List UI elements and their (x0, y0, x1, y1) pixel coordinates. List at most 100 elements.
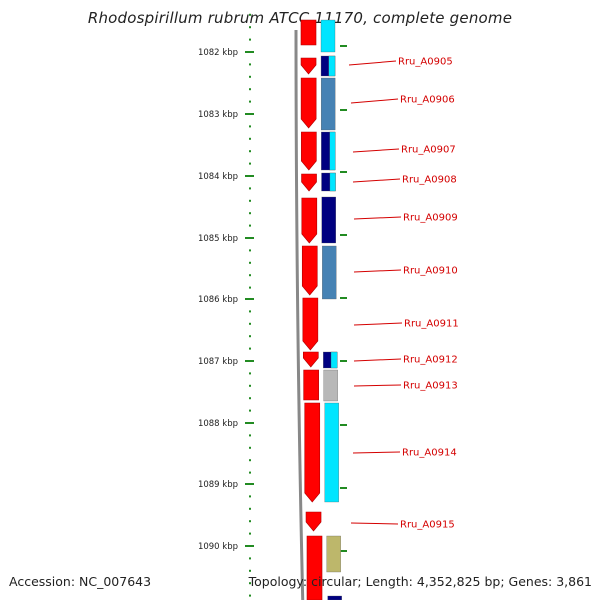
minor-tick (249, 13, 251, 16)
minor-tick (249, 274, 251, 277)
gene-label: Rru_A0914 (402, 448, 457, 459)
gene-label: Rru_A0910 (403, 266, 458, 277)
steelblue-block (320, 77, 336, 131)
tick-label: 1089 kbp (198, 480, 238, 490)
minor-tick (249, 150, 251, 153)
gene-label: Rru_A0906 (400, 95, 455, 106)
minor-tick (249, 162, 251, 165)
leader-line (353, 384, 402, 387)
map-title: Rhodospirillum rubrum ATCC 11170, comple… (87, 9, 513, 27)
tick-label: 1086 kbp (198, 295, 238, 305)
minor-tick (249, 63, 251, 66)
minor-tick (249, 446, 251, 449)
leader-line (352, 178, 401, 183)
gene-label: Rru_A0908 (402, 175, 457, 186)
cyan-block (329, 172, 336, 192)
accession-text: Accession: NC_007643 (9, 574, 152, 589)
cds-arrow (300, 77, 317, 129)
leader-line (350, 98, 399, 104)
cds-arrow (301, 173, 317, 192)
minor-tick (249, 75, 251, 78)
cyan-block (330, 351, 338, 369)
minor-tick (249, 409, 251, 412)
minor-tick (249, 38, 251, 41)
minor-tick (249, 459, 251, 462)
leader-line (353, 322, 403, 326)
minor-tick (249, 100, 251, 103)
minor-tick (249, 532, 251, 535)
tick-label: 1082 kbp (198, 48, 238, 58)
gene-label: Rru_A0913 (403, 381, 458, 392)
minor-tick (249, 125, 251, 128)
gene-label: Rru_A0915 (400, 520, 455, 531)
minor-tick (249, 557, 251, 560)
leader-line (353, 216, 402, 220)
minor-tick (249, 471, 251, 474)
cds-arrow (304, 402, 321, 503)
minor-tick (249, 212, 251, 215)
gene-label: Rru_A0909 (403, 213, 458, 224)
leader-line (352, 148, 400, 153)
minor-tick (249, 224, 251, 227)
tick-layer: 1082 kbp 1083 kbp 1084 kbp 1085 kbp 1086 kbp… (198, 13, 347, 597)
cds-arrow (301, 131, 317, 171)
cyan-block (324, 402, 339, 503)
leader-line (350, 522, 399, 525)
minor-tick (249, 249, 251, 252)
label-layer: Rru_A0905 Rru_A0906 Rru_A0907 Rru_A0908 Rru_… (348, 57, 459, 531)
genome-summary-text: Topology: circular; Length: 4,352,825 bp… (248, 574, 592, 589)
minor-tick (249, 88, 251, 91)
minor-tick (249, 397, 251, 400)
leader-line (352, 451, 401, 454)
navy-block (327, 595, 342, 600)
minor-tick (249, 384, 251, 387)
minor-tick (249, 507, 251, 510)
minor-tick (249, 322, 251, 325)
minor-tick (249, 495, 251, 498)
leader-line (353, 358, 402, 362)
cds-arrow (303, 351, 319, 368)
minor-tick (249, 582, 251, 585)
minor-tick (249, 199, 251, 202)
tick-label: 1090 kbp (198, 542, 238, 552)
backbone-layer (294, 29, 305, 600)
cyan-block (328, 55, 336, 77)
minor-tick (249, 261, 251, 264)
khaki-block (326, 535, 341, 573)
cds-arrow (305, 511, 322, 532)
leader-line (348, 60, 397, 66)
steelblue-block (322, 245, 337, 300)
cds-arrow (306, 535, 323, 600)
tick-label: 1087 kbp (198, 357, 238, 367)
minor-tick (249, 434, 251, 437)
cds-arrow (303, 369, 319, 401)
tick-label: 1085 kbp (198, 234, 238, 244)
tick-label: 1088 kbp (198, 419, 238, 429)
feature-layer (300, 19, 342, 600)
genome-backbone (294, 29, 305, 600)
tick-label: 1084 kbp (198, 172, 238, 182)
cyan-block (329, 131, 336, 171)
gray-block (323, 369, 338, 402)
minor-tick (249, 137, 251, 140)
cds-arrow (302, 297, 319, 351)
cds-arrow (301, 245, 318, 296)
navy-block (321, 196, 336, 244)
minor-tick (249, 569, 251, 572)
cyan-block (320, 19, 336, 53)
cds-arrow (300, 19, 317, 46)
minor-tick (249, 335, 251, 338)
gene-label: Rru_A0911 (404, 319, 459, 330)
minor-tick (249, 26, 251, 29)
minor-tick (249, 594, 251, 597)
cds-arrow (301, 197, 318, 244)
gene-label: Rru_A0905 (398, 57, 453, 68)
gene-label: Rru_A0907 (401, 145, 456, 156)
gene-label: Rru_A0912 (403, 355, 458, 366)
minor-tick (249, 310, 251, 313)
minor-tick (249, 187, 251, 190)
tick-label: 1083 kbp (198, 110, 238, 120)
cds-arrow (300, 57, 317, 75)
leader-line (353, 269, 402, 273)
